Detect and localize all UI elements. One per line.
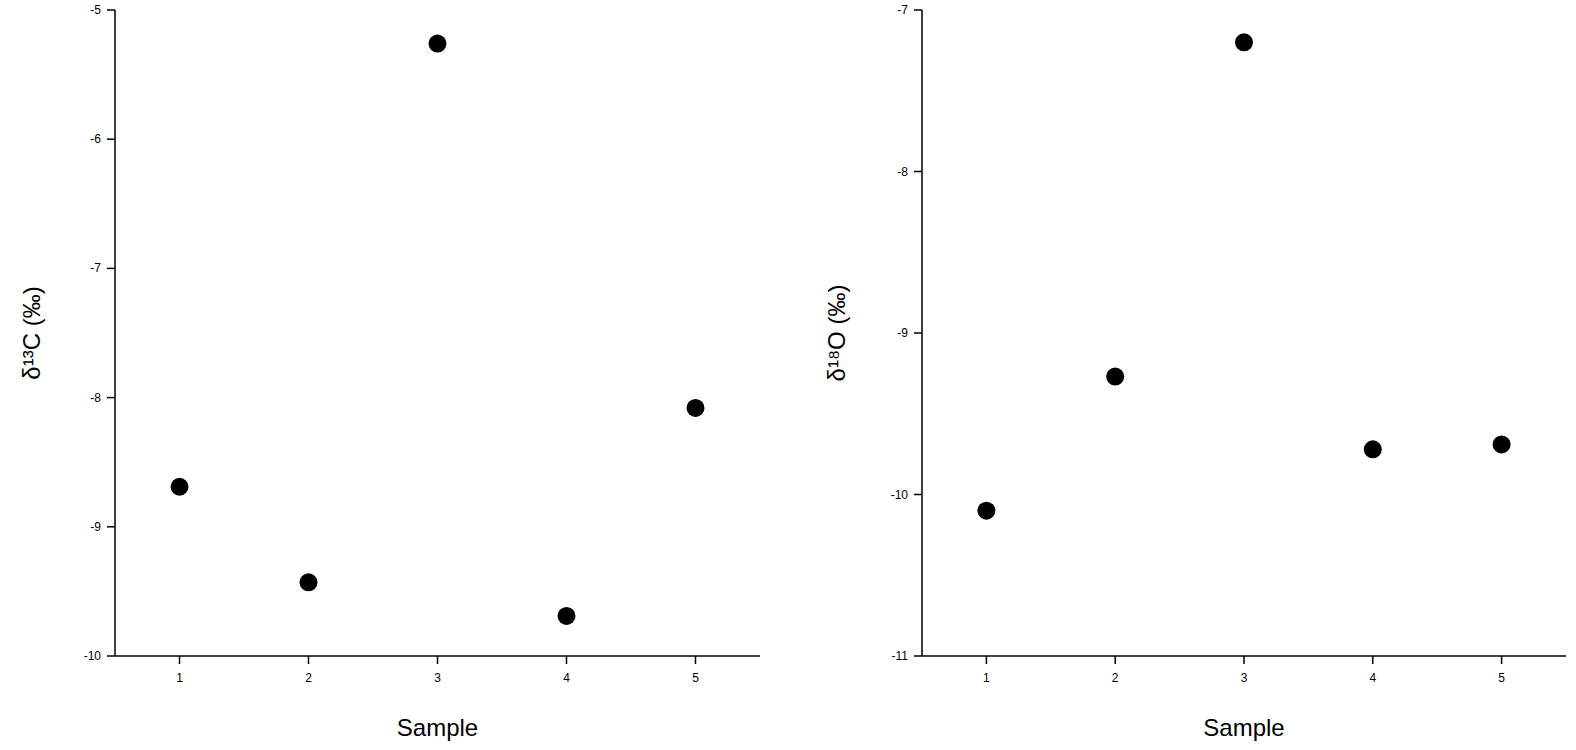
y-tick-label: -5 [90,3,101,17]
x-tick-label: 5 [692,671,699,685]
y-tick-label: -7 [897,3,908,17]
point [1364,440,1382,458]
y-tick-label: -11 [892,649,909,663]
y-tick [914,655,922,657]
x-tick [179,656,181,664]
x-tick-label: 5 [1498,671,1505,685]
x-tick [437,656,439,664]
y-tick-label: -10 [84,649,102,663]
points [171,35,705,625]
y-tick [107,655,115,657]
x-tick-label: 1 [176,671,183,685]
chart: -11 -10 -9 -8 -7 1 2 3 4 5 Sample δ¹⁸O (‰) [823,3,1566,741]
x-tick [1501,656,1503,664]
point [687,399,705,417]
y-tick [107,397,115,399]
x-axis-label: Sample [1203,714,1284,741]
point [977,502,995,520]
y-axis-label: δ¹³C (‰) [18,286,45,379]
y-tick [914,494,922,496]
x-tick-label: 2 [305,671,312,685]
point [300,573,318,591]
y-tick [914,9,922,11]
x-tick [308,656,310,664]
y-tick [914,332,922,334]
x-tick-label: 4 [1369,671,1376,685]
y-tick-label: -9 [90,520,101,534]
x-tick-label: 3 [1241,671,1248,685]
x-axis-label: Sample [397,714,478,741]
y-tick-label: -6 [90,132,101,146]
y-tick [914,171,922,173]
y-axis [114,10,116,656]
y-axis-label: δ¹⁸O (‰) [823,285,850,382]
x-tick [566,656,568,664]
x-tick [986,656,988,664]
x-tick-label: 3 [434,671,441,685]
y-tick-label: -10 [891,488,909,502]
y-tick [107,526,115,528]
point [558,607,576,625]
points [977,33,1510,519]
x-tick [1114,656,1116,664]
x-tick [1372,656,1374,664]
x-tick-label: 1 [983,671,990,685]
chart: -10 -9 -8 -7 -6 -5 1 2 3 4 5 Sample δ¹³C (‰) [18,3,760,741]
point [1235,33,1253,51]
y-tick-label: -8 [90,391,101,405]
figure: -10 -9 -8 -7 -6 -5 1 2 3 4 5 Sample δ¹³C (‰) -11 -10 -9… [0,0,1576,750]
x-tick-label: 4 [563,671,570,685]
x-tick [1243,656,1245,664]
point [1493,435,1511,453]
y-tick-label: -7 [90,261,101,275]
x-tick [695,656,697,664]
point [429,35,447,53]
y-tick-label: -8 [897,165,908,179]
point [1106,368,1124,386]
y-tick [107,9,115,11]
point [171,478,189,496]
x-tick-label: 2 [1112,671,1119,685]
y-tick [107,268,115,270]
y-tick-label: -9 [897,326,908,340]
y-tick [107,138,115,140]
